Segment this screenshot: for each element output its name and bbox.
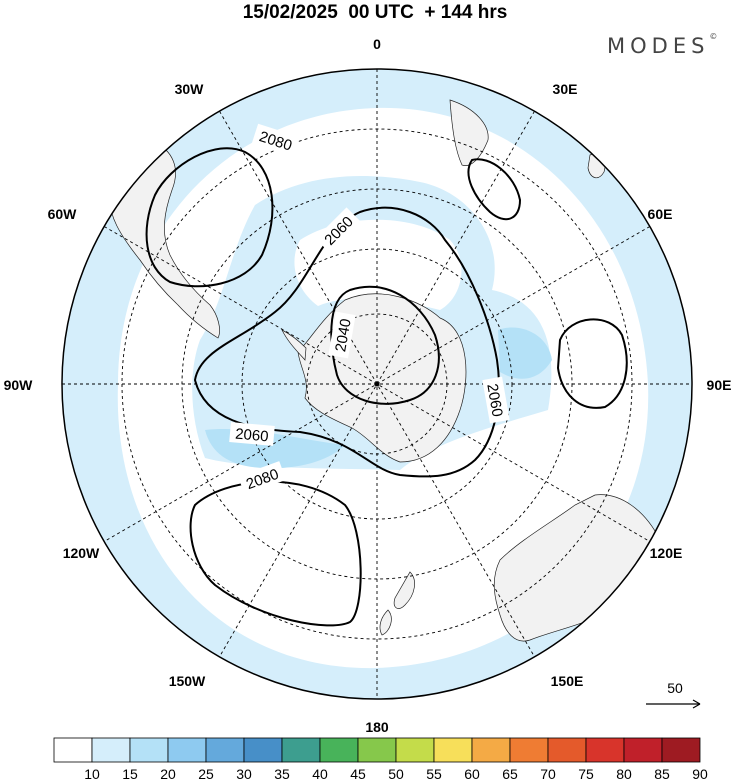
colorbar-tick-label: 70 [540,766,556,782]
colorbar-box [357,737,397,763]
colorbar-box [509,737,549,763]
brand-name: MODES [607,34,710,58]
lon-label-90e: 90E [707,377,732,393]
wind-reference-value: 50 [667,680,683,696]
contour-small-90e [556,318,628,409]
colorbar-boxes [53,737,701,763]
arrowhead-icon [692,699,701,709]
colorbar-box [661,737,701,763]
map-disc [62,69,692,699]
copyright-mark: © [709,32,718,41]
brand-logo: MODES© [607,32,718,58]
colorbar-box [319,737,359,763]
lon-label-120e: 120E [650,545,683,561]
longitude-labels: 0 30E 60E 90E 120E 150E 180 150W 120W 90… [4,36,732,735]
map-boundary [61,68,693,700]
colorbar-box [433,737,473,763]
colorbar-box [205,737,245,763]
colorbar-tick-label: 40 [312,766,328,782]
colorbar-box [547,737,587,763]
colorbar-box [623,737,663,763]
colorbar-tick-label: 30 [236,766,252,782]
colorbar-box [585,737,625,763]
lon-label-30e: 30E [553,81,578,97]
contour-small-30e [467,158,522,221]
colorbar-tick-label: 90 [692,766,708,782]
colorbar-tick-label: 80 [616,766,632,782]
colorbar-tick-label: 20 [160,766,176,782]
colorbar-box [91,737,131,763]
contour-2060-main [193,206,500,478]
colorbar-tick-label: 35 [274,766,290,782]
colorbar-tick-label: 50 [388,766,404,782]
contour-2080-sw [189,480,362,627]
contour-2080-nw [145,147,274,288]
contour-label: 2060 [235,426,270,446]
colorbar-tick-label: 10 [84,766,100,782]
contour-labels: 2080 2060 2040 2060 2060 2080 [229,123,510,495]
antarctic-peninsula [281,329,307,361]
colorbar-tick-label: 75 [578,766,594,782]
colorbar-box [395,737,435,763]
lon-label-150e: 150E [551,673,584,689]
colorbar-tick-label: 25 [198,766,214,782]
colorbar-tick-labels: 10 15 20 25 30 35 40 45 50 55 60 65 70 75 80 85 90 [84,766,708,782]
lon-label-30w: 30W [175,81,205,97]
lon-label-150w: 150W [169,673,206,689]
lon-label-60e: 60E [648,206,673,222]
colorbar-tick-label: 85 [654,766,670,782]
colorbar-box [129,737,169,763]
lon-label-60w: 60W [48,206,78,222]
africa [449,99,489,166]
lon-label-90w: 90W [4,377,34,393]
graticule [62,69,692,699]
colorbar-tick-label: 45 [350,766,366,782]
contour-label: 2060 [483,382,506,418]
colorbar-tick-label: 15 [122,766,138,782]
lon-label-0: 0 [373,36,381,52]
lon-label-180: 180 [365,719,389,735]
colorbar-tick-label: 65 [502,766,518,782]
colorbar-box [53,737,93,763]
wind-patch-darker [498,327,552,379]
colorbar-box [243,737,283,763]
new-zealand [393,571,415,609]
map-title: 15/02/2025 00 UTC + 144 hrs [242,2,508,23]
wind-reference: 50 [646,680,701,709]
south-pole-marker [374,381,380,387]
lon-label-120w: 120W [63,545,100,561]
colorbar-box [471,737,511,763]
colorbar-tick-label: 55 [426,766,442,782]
colorbar-tick-label: 60 [464,766,480,782]
colorbar-box [281,737,321,763]
contour-label: 2040 [332,317,355,353]
new-zealand-south [379,609,392,636]
colorbar-box [167,737,207,763]
